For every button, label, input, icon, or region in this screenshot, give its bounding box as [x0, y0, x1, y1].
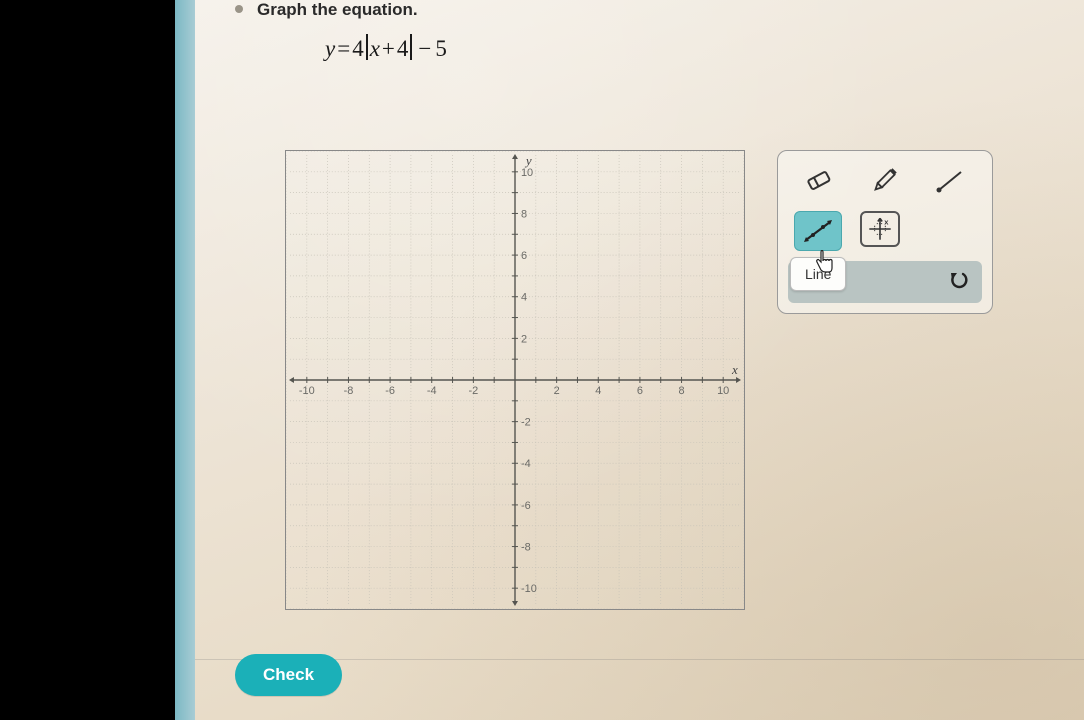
teal-edge-strip: [175, 0, 195, 720]
svg-text:10: 10: [521, 167, 533, 179]
x-axis-label: x: [731, 362, 738, 377]
pencil-tool[interactable]: [860, 161, 908, 201]
line-tool[interactable]: [794, 211, 842, 251]
svg-text:-2: -2: [521, 417, 531, 429]
svg-text:10: 10: [717, 385, 729, 397]
abs-bar-right-icon: [410, 34, 412, 60]
svg-text:x: x: [884, 218, 889, 227]
eraser-tool[interactable]: [794, 161, 842, 201]
svg-text:-6: -6: [521, 500, 531, 512]
check-button[interactable]: Check: [235, 654, 342, 696]
instruction-text: Graph the equation.: [257, 0, 418, 20]
tool-row-1: [788, 161, 982, 201]
point-grid-tool[interactable]: x: [860, 211, 900, 247]
eraser-icon: [801, 166, 835, 196]
abs-bar-left-icon: [366, 34, 368, 60]
equation-display: y = 4 x + 4 − 5: [325, 36, 447, 62]
svg-text:-8: -8: [344, 385, 354, 397]
svg-text:-10: -10: [521, 583, 537, 595]
svg-text:-2: -2: [468, 385, 478, 397]
svg-text:-10: -10: [299, 385, 315, 397]
line-icon: [801, 216, 835, 246]
left-black-margin: [0, 0, 175, 720]
svg-text:2: 2: [554, 385, 560, 397]
equation-inside-right: 4: [397, 36, 409, 62]
pencil-icon: [867, 166, 901, 196]
svg-text:6: 6: [637, 385, 643, 397]
svg-text:-4: -4: [521, 458, 531, 470]
tool-row-2: x: [788, 211, 982, 251]
ray-tool[interactable]: [926, 161, 974, 201]
ray-icon: [933, 166, 967, 196]
equation-inside-left: x: [370, 36, 380, 62]
y-axis-label: y: [524, 153, 532, 168]
equation-tail-op: −: [418, 36, 431, 62]
coordinate-grid[interactable]: -10 -8 -6 -4 -2 2 4 6 8 10 -10 -8 -6 -4 -2 2 4 6 8 10 y x: [285, 150, 745, 610]
undo-button[interactable]: [948, 269, 970, 297]
svg-text:8: 8: [678, 385, 684, 397]
bullet-icon: [235, 5, 243, 13]
equation-inside-op: +: [382, 36, 395, 62]
equation-lhs: y: [325, 36, 335, 62]
equation-coef: 4: [352, 36, 364, 62]
equation-equals: =: [337, 36, 350, 62]
equation-tail-num: 5: [435, 36, 447, 62]
svg-text:4: 4: [521, 292, 527, 304]
graph-svg[interactable]: -10 -8 -6 -4 -2 2 4 6 8 10 -10 -8 -6 -4 -2 2 4 6 8 10 y x: [286, 151, 744, 609]
svg-text:-6: -6: [385, 385, 395, 397]
svg-text:-4: -4: [427, 385, 437, 397]
toolbox-bottom-bar: Line: [788, 261, 982, 303]
svg-text:-8: -8: [521, 542, 531, 554]
drawing-toolbox: x Line: [777, 150, 993, 314]
svg-text:4: 4: [595, 385, 601, 397]
svg-text:8: 8: [521, 208, 527, 220]
svg-text:2: 2: [521, 333, 527, 345]
point-grid-icon: x: [863, 214, 897, 244]
undo-icon: [948, 269, 970, 291]
tool-tooltip: Line: [790, 257, 846, 291]
worksheet-page: Graph the equation. y = 4 x + 4 − 5 -10-…: [195, 0, 1084, 720]
svg-text:6: 6: [521, 250, 527, 262]
